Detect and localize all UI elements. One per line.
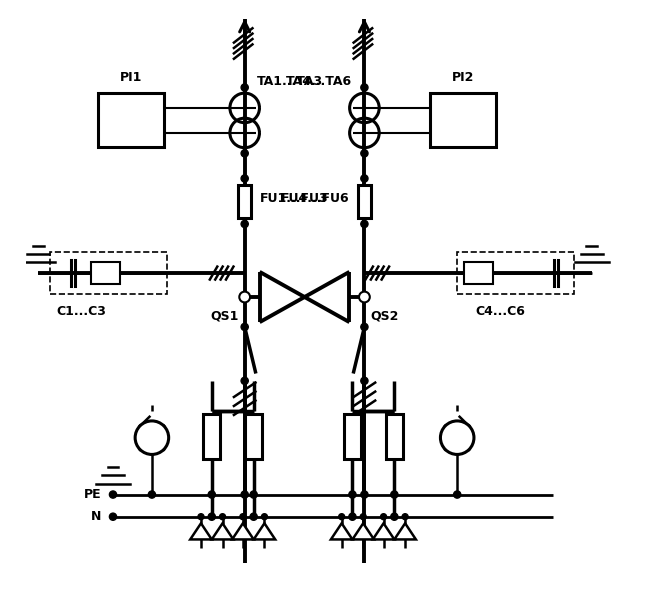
Text: FU1...FU3: FU1...FU3 <box>260 192 328 205</box>
Text: PI1: PI1 <box>120 71 142 84</box>
Circle shape <box>361 220 368 227</box>
Circle shape <box>208 491 215 498</box>
Text: PE: PE <box>83 488 101 501</box>
Text: C1...C3: C1...C3 <box>56 305 106 318</box>
Circle shape <box>240 292 250 302</box>
Circle shape <box>359 292 370 302</box>
Bar <box>245 414 262 458</box>
Circle shape <box>241 491 248 498</box>
Circle shape <box>240 514 246 520</box>
Circle shape <box>391 513 398 520</box>
Polygon shape <box>331 523 352 539</box>
Circle shape <box>250 491 257 498</box>
Polygon shape <box>212 523 233 539</box>
Circle shape <box>250 513 257 520</box>
Text: QS1: QS1 <box>210 310 239 323</box>
Polygon shape <box>352 523 374 539</box>
Circle shape <box>349 491 356 498</box>
Text: Wh: Wh <box>452 120 475 133</box>
Bar <box>430 94 496 148</box>
Circle shape <box>198 514 204 520</box>
Bar <box>358 185 371 218</box>
Circle shape <box>241 220 248 227</box>
Circle shape <box>109 513 117 520</box>
Circle shape <box>361 323 368 331</box>
Circle shape <box>361 491 368 498</box>
Text: TA1...TA3: TA1...TA3 <box>256 75 323 88</box>
Polygon shape <box>254 523 275 539</box>
Circle shape <box>262 514 268 520</box>
Text: FU4...FU6: FU4...FU6 <box>281 192 350 205</box>
Circle shape <box>339 514 344 520</box>
Circle shape <box>349 513 356 520</box>
Polygon shape <box>373 523 395 539</box>
Circle shape <box>241 377 248 385</box>
Polygon shape <box>395 523 416 539</box>
Circle shape <box>454 491 461 498</box>
Text: Wh: Wh <box>120 120 143 133</box>
Circle shape <box>391 491 398 498</box>
Bar <box>50 252 167 294</box>
Circle shape <box>441 421 474 454</box>
Bar <box>238 185 251 218</box>
Text: QS2: QS2 <box>370 310 399 323</box>
Circle shape <box>208 513 215 520</box>
Text: N: N <box>90 510 101 523</box>
Circle shape <box>109 491 117 498</box>
Circle shape <box>361 150 368 157</box>
Circle shape <box>148 491 156 498</box>
Bar <box>386 414 403 458</box>
Text: C4...C6: C4...C6 <box>475 305 525 318</box>
Text: TA4...TA6: TA4...TA6 <box>286 75 352 88</box>
Circle shape <box>241 150 248 157</box>
Circle shape <box>219 514 225 520</box>
Bar <box>91 262 120 284</box>
Circle shape <box>135 421 169 454</box>
Polygon shape <box>232 523 254 539</box>
Circle shape <box>381 514 387 520</box>
Circle shape <box>241 84 248 91</box>
Polygon shape <box>190 523 212 539</box>
Circle shape <box>360 514 367 520</box>
Bar <box>344 414 361 458</box>
Circle shape <box>361 377 368 385</box>
Circle shape <box>241 175 248 182</box>
Bar <box>98 94 164 148</box>
Circle shape <box>361 84 368 91</box>
Circle shape <box>361 175 368 182</box>
Bar <box>464 262 493 284</box>
Circle shape <box>241 323 248 331</box>
Circle shape <box>402 514 408 520</box>
Bar <box>203 414 220 458</box>
Text: PI2: PI2 <box>452 71 475 84</box>
Bar <box>457 252 574 294</box>
